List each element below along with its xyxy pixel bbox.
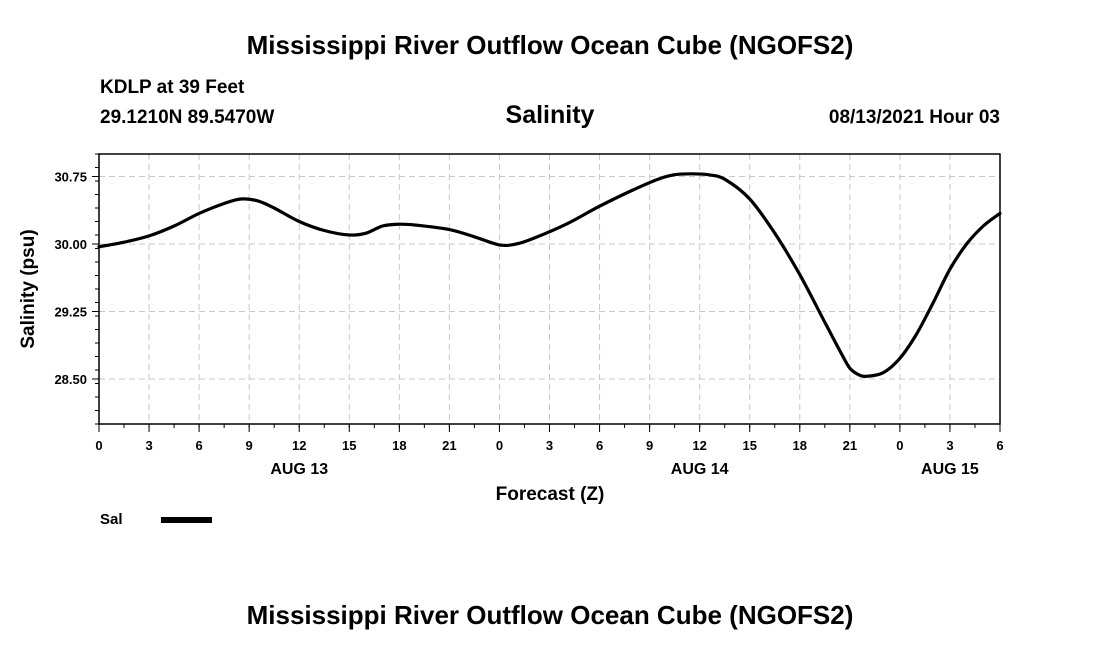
x-tick-label: 12 xyxy=(292,438,306,453)
date-label: AUG 14 xyxy=(671,461,729,478)
x-tick-label: 0 xyxy=(496,438,503,453)
y-tick-label: 29.25 xyxy=(54,305,87,320)
x-tick-label: 18 xyxy=(392,438,406,453)
grid-lines xyxy=(99,154,1000,424)
x-tick-label: 12 xyxy=(692,438,706,453)
x-tick-label: 6 xyxy=(195,438,202,453)
x-axis-title: Forecast (Z) xyxy=(496,484,605,505)
series-layer xyxy=(97,172,1002,378)
x-tick-label: 18 xyxy=(793,438,807,453)
forecast-datetime: 08/13/2021 Hour 03 xyxy=(828,107,1000,128)
x-tick-label: 21 xyxy=(843,438,857,453)
x-tick-label: 6 xyxy=(996,438,1003,453)
x-tick-label: 6 xyxy=(596,438,603,453)
series-line-sal xyxy=(97,172,1002,378)
x-tick-label: 9 xyxy=(646,438,653,453)
station-coordinates: 29.1210N 89.5470W xyxy=(100,107,275,128)
x-tick-label: 3 xyxy=(546,438,553,453)
x-tick-label: 15 xyxy=(342,438,356,453)
plot-frame xyxy=(98,153,1001,425)
date-label: AUG 15 xyxy=(921,461,979,478)
x-tick-label: 9 xyxy=(246,438,253,453)
station-label: KDLP at 39 Feet xyxy=(100,77,245,98)
chart-title: Mississippi River Outflow Ocean Cube (NG… xyxy=(246,30,854,60)
x-tick-label: 3 xyxy=(145,438,152,453)
x-tick-label: 21 xyxy=(442,438,456,453)
x-tick-label: 0 xyxy=(896,438,903,453)
y-tick-label: 30.75 xyxy=(54,170,87,185)
parameter-title: Salinity xyxy=(505,101,595,129)
footer-title: Mississippi River Outflow Ocean Cube (NG… xyxy=(246,600,854,630)
x-tick-label: 15 xyxy=(742,438,756,453)
y-tick-label: 30.00 xyxy=(54,237,87,252)
y-axis-title: Salinity (psu) xyxy=(18,229,39,348)
date-label: AUG 13 xyxy=(270,461,328,478)
axis-ticks xyxy=(92,153,1001,432)
x-tick-label: 3 xyxy=(946,438,953,453)
y-tick-label: 28.50 xyxy=(54,372,87,387)
x-tick-label: 0 xyxy=(95,438,102,453)
axis-labels: 0 3 6 9 12 15 18 21 0 3 6 9 12 15 18 21 0 3 6 AUG 13 AUG 14 A… xyxy=(54,170,1003,479)
legend-label: Sal xyxy=(100,511,123,528)
